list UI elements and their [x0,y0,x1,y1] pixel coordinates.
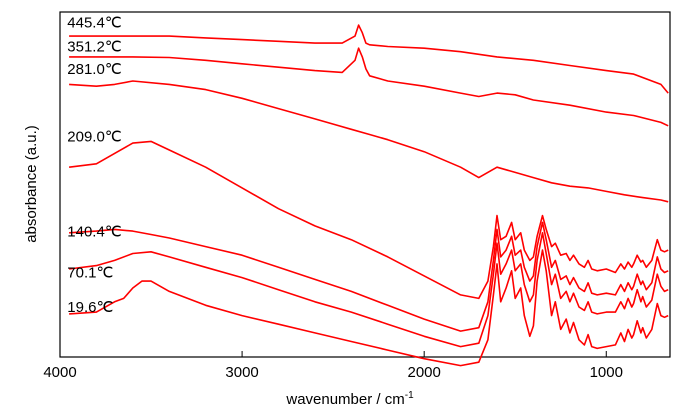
temperature-label: 19.6℃ [67,299,113,316]
spectrum-line-0 [69,24,669,94]
temperature-label: 281.0℃ [67,61,121,78]
x-axis-ticks: 4000 3000 2000 1000 [43,351,623,381]
spectrum-line-2 [69,80,669,203]
temperature-label: 70.1℃ [67,265,113,282]
temperature-label: 140.4℃ [67,223,121,240]
x-axis-label: wavenumber / cm-1 [285,390,414,408]
temperature-label: 209.0℃ [67,128,121,145]
x-tick-label: 1000 [590,364,623,381]
spectrum-line-1 [69,47,669,127]
series-layer [69,24,669,367]
x-tick-label: 4000 [43,364,76,381]
x-tick-label: 2000 [407,364,440,381]
x-tick-label: 3000 [225,364,258,381]
spectrum-line-3 [69,140,669,300]
spectrum-line-6 [69,249,669,367]
temperature-labels: 445.4℃ 351.2℃ 281.0℃ 209.0℃ 140.4℃ 70.1℃ 19.6℃ [67,15,121,317]
spectrum-line-5 [69,232,669,348]
temperature-label: 351.2℃ [67,39,121,56]
plot-frame [59,11,671,358]
y-axis-label: absorbance (a.u.) [23,125,40,243]
spectrum-line-4 [69,221,669,332]
temperature-label: 445.4℃ [67,15,121,32]
x-axis-label-superscript: -1 [405,390,414,401]
